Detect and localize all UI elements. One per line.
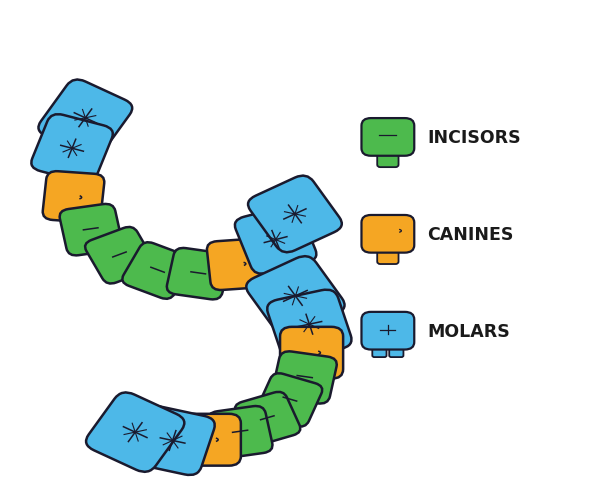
FancyBboxPatch shape — [267, 290, 351, 359]
Text: INCISORS: INCISORS — [427, 129, 521, 147]
FancyBboxPatch shape — [39, 79, 132, 156]
FancyBboxPatch shape — [235, 205, 316, 274]
FancyBboxPatch shape — [280, 327, 343, 379]
FancyBboxPatch shape — [372, 341, 387, 357]
FancyBboxPatch shape — [85, 227, 155, 284]
FancyBboxPatch shape — [257, 373, 323, 427]
FancyBboxPatch shape — [362, 312, 414, 349]
FancyBboxPatch shape — [246, 256, 345, 336]
FancyBboxPatch shape — [59, 204, 122, 255]
FancyBboxPatch shape — [122, 242, 192, 299]
FancyBboxPatch shape — [31, 114, 113, 182]
Text: CANINES: CANINES — [427, 226, 513, 245]
FancyBboxPatch shape — [207, 239, 269, 290]
FancyBboxPatch shape — [248, 175, 342, 252]
Text: MOLARS: MOLARS — [427, 323, 510, 341]
FancyBboxPatch shape — [362, 215, 414, 253]
FancyBboxPatch shape — [86, 392, 184, 472]
FancyBboxPatch shape — [178, 414, 241, 466]
FancyBboxPatch shape — [43, 171, 104, 222]
FancyBboxPatch shape — [235, 392, 300, 445]
FancyBboxPatch shape — [389, 341, 403, 357]
FancyBboxPatch shape — [377, 243, 398, 264]
FancyBboxPatch shape — [362, 118, 414, 156]
FancyBboxPatch shape — [208, 406, 272, 458]
FancyBboxPatch shape — [167, 248, 230, 299]
FancyBboxPatch shape — [272, 351, 337, 404]
FancyBboxPatch shape — [377, 146, 398, 167]
FancyBboxPatch shape — [130, 406, 215, 475]
